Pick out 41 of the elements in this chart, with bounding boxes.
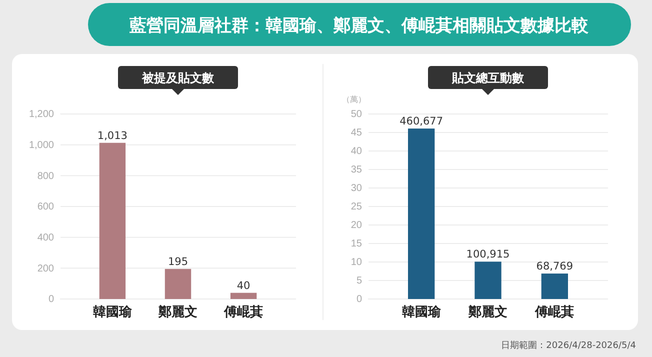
y-tick-label: 200 — [37, 263, 54, 274]
bar — [164, 268, 192, 299]
bar — [99, 142, 126, 299]
text: 日期範圍：2026/4/28-2026/5/4 — [501, 340, 636, 351]
chart-subtitle: 被提及貼文數 — [141, 71, 215, 85]
y-tick-label: 1,200 — [28, 109, 54, 120]
x-tick-label: 韓國瑜 — [92, 304, 133, 320]
y-tick-label: 15 — [350, 238, 362, 250]
x-tick-label: 傅崐萁 — [534, 304, 574, 320]
x-tick-label: 韓國瑜 — [402, 304, 442, 320]
data-label: 1,013 — [97, 130, 128, 142]
y-tick-label: 5 — [356, 276, 362, 287]
bar — [408, 128, 435, 299]
y-axis-title: （萬） — [342, 95, 366, 104]
y-tick-label: 0 — [48, 294, 54, 306]
y-tick-label: 30 — [350, 183, 362, 194]
y-tick-label: 25 — [350, 202, 362, 213]
annotation: 68,769 — [536, 260, 574, 273]
y-tick-label: 1,000 — [28, 140, 54, 152]
x-tick-label: 鄭麗文 — [158, 304, 198, 320]
y-tick-label: 40 — [350, 146, 362, 158]
y-tick-label: 10 — [350, 257, 362, 268]
x-tick-label: 傅崐萁 — [223, 304, 264, 320]
y-tick-label: 20 — [350, 220, 362, 232]
annotation: 460,677 — [400, 116, 444, 128]
bar — [541, 274, 568, 299]
data-label: 195 — [168, 256, 188, 268]
chart-subtitle: 貼文總互動數 — [451, 71, 525, 85]
y-tick-label: 0 — [356, 294, 362, 306]
x-tick-label: 鄭麗文 — [468, 304, 508, 320]
y-tick-label: 800 — [37, 170, 54, 182]
text: 藍營同溫層社群：韓國瑜、鄭麗文、傅崐萁相關貼文數據比較 — [128, 16, 590, 36]
y-tick-label: 50 — [350, 109, 362, 120]
bar — [230, 292, 257, 299]
y-tick-label: 35 — [350, 164, 362, 176]
bar — [474, 262, 502, 299]
y-tick-label: 400 — [37, 232, 54, 244]
y-tick-label: 600 — [37, 202, 54, 213]
y-tick-label: 45 — [350, 128, 362, 139]
annotation: 100,915 — [466, 248, 510, 261]
data-label: 40 — [236, 280, 250, 292]
